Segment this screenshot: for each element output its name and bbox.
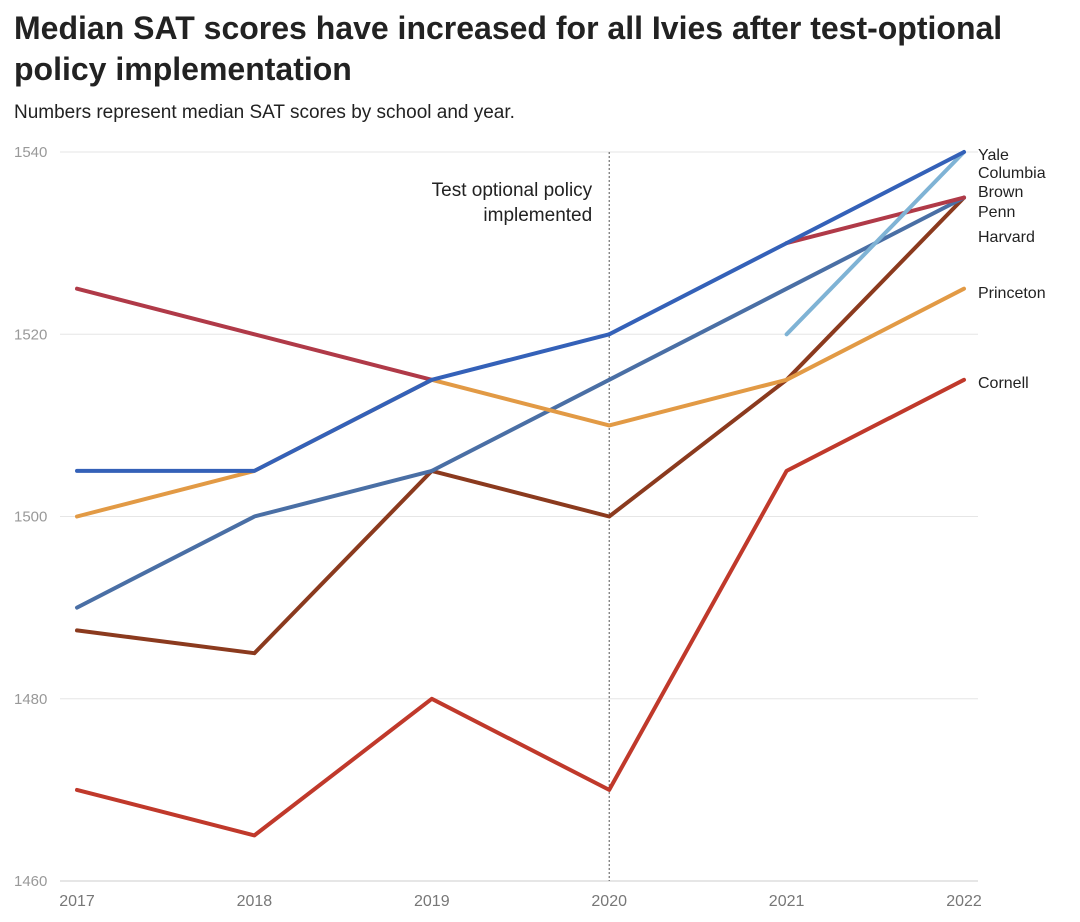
y-tick-1460: 1460	[14, 873, 47, 890]
y-tick-1520: 1520	[14, 326, 47, 343]
chart-title: Median SAT scores have increased for all…	[14, 10, 1003, 87]
series-line-yale	[75, 150, 966, 473]
series-line-penn	[75, 195, 966, 656]
x-tick-2019: 2019	[414, 893, 450, 910]
end-label-columbia: Columbia	[978, 165, 1046, 182]
chart-subtitle: Numbers represent median SAT scores by s…	[14, 102, 515, 123]
end-label-brown: Brown	[978, 184, 1023, 201]
end-label-cornell: Cornell	[978, 375, 1029, 392]
end-label-penn: Penn	[978, 204, 1015, 221]
x-tick-2018: 2018	[237, 893, 273, 910]
y-tick-1540: 1540	[14, 144, 47, 161]
series-line-harvard	[75, 195, 966, 610]
series-line-columbia	[784, 150, 966, 337]
series-line-princeton	[75, 286, 966, 519]
x-tick-2017: 2017	[59, 893, 95, 910]
x-tick-2020: 2020	[591, 893, 627, 910]
x-tick-2021: 2021	[769, 893, 805, 910]
grid-lines	[60, 151, 978, 882]
y-tick-1480: 1480	[14, 691, 47, 708]
annotation-text: Test optional policy	[432, 180, 593, 201]
y-axis: 1460 1480 1500 1520 1540	[14, 144, 47, 890]
end-label-princeton: Princeton	[978, 285, 1046, 302]
annotation-text: implemented	[483, 205, 592, 226]
end-label-harvard: Harvard	[978, 229, 1035, 246]
series-line-brown	[75, 195, 966, 382]
y-tick-1500: 1500	[14, 509, 47, 526]
series-lines	[75, 150, 966, 838]
x-axis: 2017 2018 2019 2020 2021 2022	[59, 893, 982, 910]
end-label-yale: Yale	[978, 147, 1009, 164]
x-tick-2022: 2022	[946, 893, 982, 910]
series-line-cornell	[75, 377, 966, 838]
